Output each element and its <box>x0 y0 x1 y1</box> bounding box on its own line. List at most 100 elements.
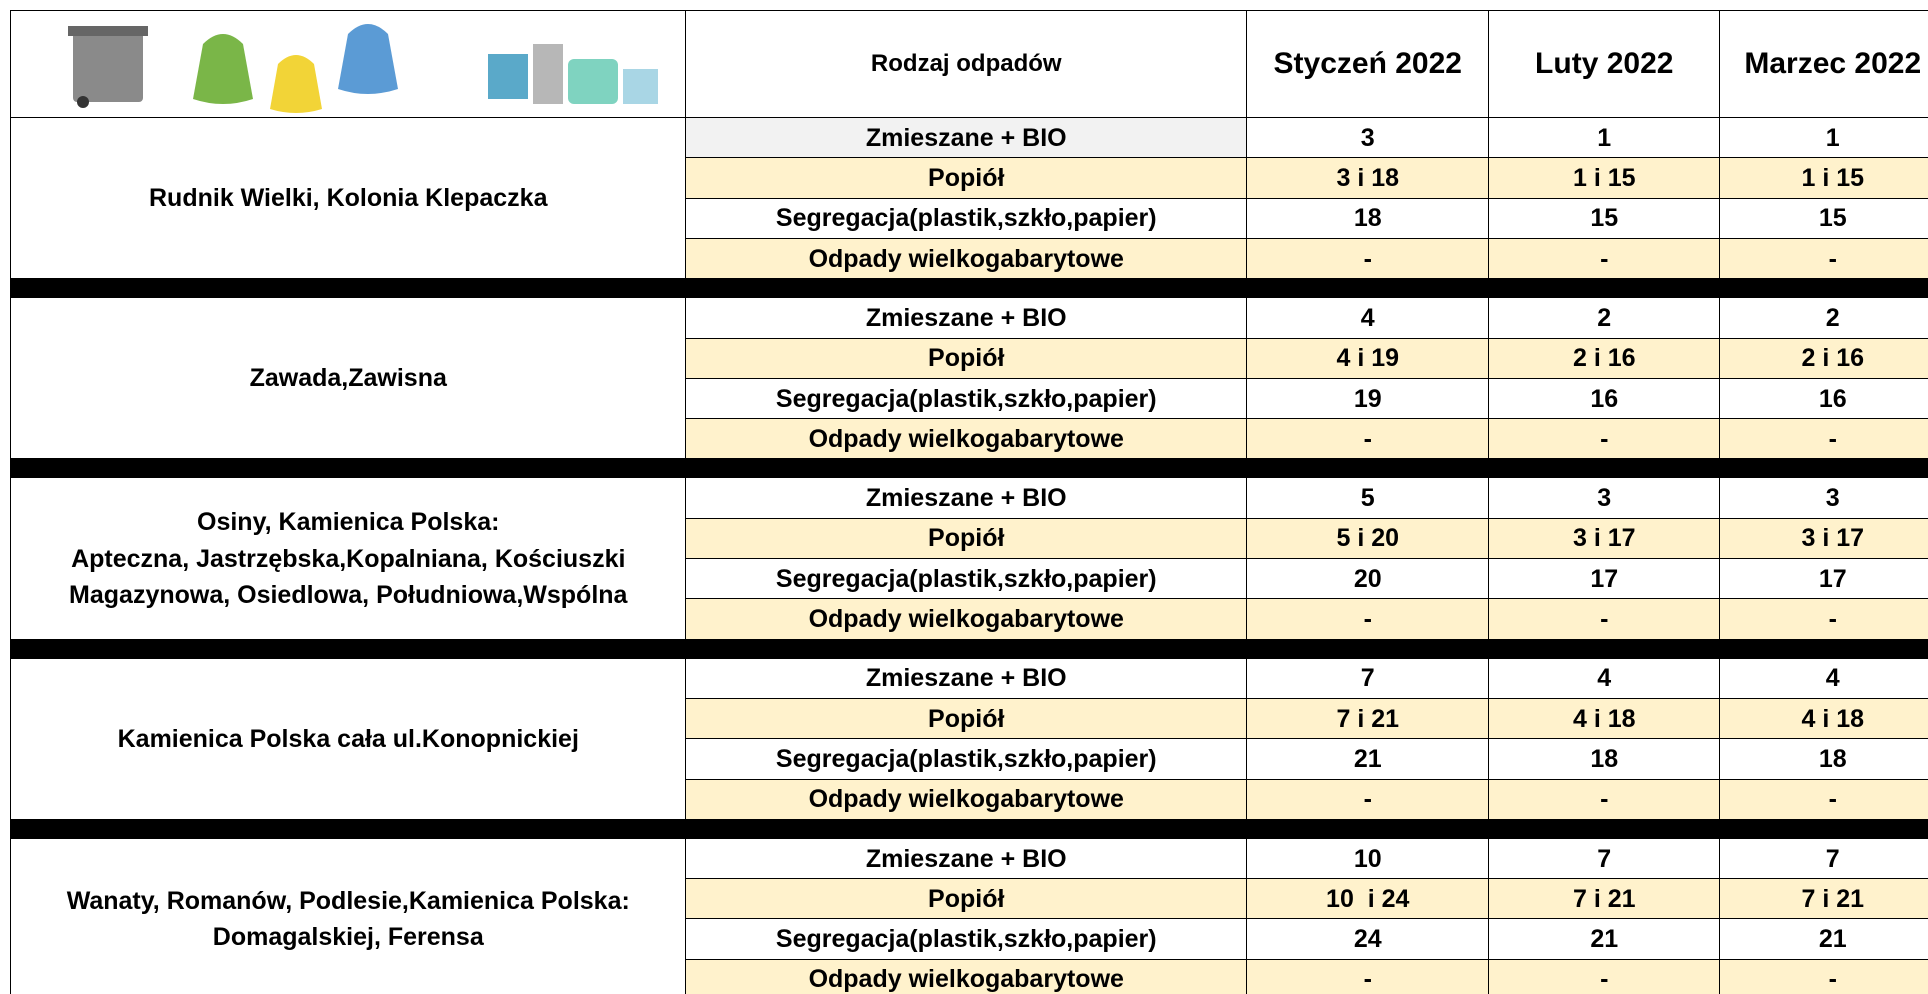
date-cell: 4 i 18 <box>1488 698 1721 740</box>
date-cell: - <box>1719 238 1928 280</box>
page: Rodzaj odpadówStyczeń 2022Luty 2022 Marze… <box>0 0 1928 994</box>
cell-text: Domagalskiej, Ferensa <box>213 919 484 955</box>
cell-text: Marzec 2022 <box>1744 42 1921 86</box>
cell-text: 17 <box>1590 561 1618 597</box>
date-cell: 10 <box>1246 838 1490 880</box>
header-cell: Styczeń 2022 <box>1246 10 1490 118</box>
date-cell: 1 i 15 <box>1719 157 1928 199</box>
cell-text: Popiół <box>928 881 1004 917</box>
date-cell: 21 <box>1488 918 1721 960</box>
cell-text: 21 <box>1819 921 1847 957</box>
cell-text: Zmieszane + BIO <box>866 841 1067 877</box>
header-cell: Rodzaj odpadów <box>685 10 1248 118</box>
cell-text: 15 <box>1819 200 1847 236</box>
cell-text: - <box>1364 241 1372 277</box>
date-cell: - <box>1246 598 1490 640</box>
cell-text: Odpady wielkogabarytowe <box>809 601 1124 637</box>
date-cell: 16 <box>1488 378 1721 420</box>
cell-text: - <box>1364 601 1372 637</box>
cell-text: Zmieszane + BIO <box>866 120 1067 156</box>
cell-text: - <box>1600 601 1608 637</box>
cell-text: Zmieszane + BIO <box>866 300 1067 336</box>
waste-type-cell: Segregacja(plastik,szkło,papier) <box>685 738 1248 780</box>
date-cell: 7 <box>1719 838 1928 880</box>
cell-text: 16 <box>1590 381 1618 417</box>
date-cell: 7 i 21 <box>1246 698 1490 740</box>
date-cell: 20 <box>1246 558 1490 600</box>
cell-text: - <box>1600 781 1608 817</box>
waste-type-cell: Zmieszane + BIO <box>685 297 1248 339</box>
date-cell: - <box>1246 959 1490 994</box>
date-cell: - <box>1246 418 1490 460</box>
cell-text: 4 i 18 <box>1573 701 1636 737</box>
location-cell: Osiny, Kamienica Polska:Apteczna, Jastrz… <box>10 477 687 640</box>
date-cell: - <box>1246 779 1490 821</box>
date-cell: 17 <box>1719 558 1928 600</box>
date-cell: 19 <box>1246 378 1490 420</box>
cell-text: 7 i 21 <box>1336 701 1399 737</box>
cell-text: Segregacja(plastik,szkło,papier) <box>776 381 1157 417</box>
date-cell: 21 <box>1246 738 1490 780</box>
date-cell: 7 i 21 <box>1719 878 1928 920</box>
date-cell: 24 <box>1246 918 1490 960</box>
cell-text: 4 <box>1826 660 1840 696</box>
date-cell: 18 <box>1246 198 1490 240</box>
date-cell: 2 i 16 <box>1719 338 1928 380</box>
cell-text: 19 <box>1354 381 1382 417</box>
cell-text: Zmieszane + BIO <box>866 660 1067 696</box>
date-cell: 3 i 17 <box>1719 518 1928 560</box>
cell-text: 21 <box>1354 741 1382 777</box>
date-cell: 4 <box>1719 658 1928 700</box>
date-cell: 18 <box>1488 738 1721 780</box>
date-cell: 16 <box>1719 378 1928 420</box>
cell-text: Zawada,Zawisna <box>250 360 447 396</box>
cell-text: 16 <box>1819 381 1847 417</box>
cell-text: 1 <box>1826 120 1840 156</box>
cell-text: 7 i 21 <box>1573 881 1636 917</box>
date-cell: 17 <box>1488 558 1721 600</box>
waste-type-cell: Popiół <box>685 878 1248 920</box>
cell-text: 4 <box>1361 300 1375 336</box>
location-cell: Rudnik Wielki, Kolonia Klepaczka <box>10 117 687 280</box>
cell-text: - <box>1829 961 1837 994</box>
waste-type-cell: Segregacja(plastik,szkło,papier) <box>685 378 1248 420</box>
date-cell: - <box>1488 959 1721 994</box>
header-cell: Luty 2022 <box>1488 10 1721 118</box>
cell-text: 5 <box>1361 480 1375 516</box>
cell-text: 7 <box>1826 841 1840 877</box>
date-cell: 5 i 20 <box>1246 518 1490 560</box>
date-cell: 4 <box>1488 658 1721 700</box>
date-cell: 10 i 24 <box>1246 878 1490 920</box>
cell-text: 18 <box>1819 741 1847 777</box>
date-cell: 3 <box>1719 477 1928 519</box>
cell-text: Popiół <box>928 160 1004 196</box>
date-cell: 2 i 16 <box>1488 338 1721 380</box>
cell-text: - <box>1364 421 1372 457</box>
cell-text: Popiół <box>928 701 1004 737</box>
cell-text: Segregacja(plastik,szkło,papier) <box>776 200 1157 236</box>
location-cell: Kamienica Polska cała ul.Konopnickiej <box>10 658 687 821</box>
cell-text: Osiny, Kamienica Polska: <box>197 504 499 540</box>
date-cell: 7 i 21 <box>1488 878 1721 920</box>
cell-text: 24 <box>1354 921 1382 957</box>
cell-text: 10 i 24 <box>1326 881 1409 917</box>
cell-text: 3 <box>1361 120 1375 156</box>
waste-type-cell: Segregacja(plastik,szkło,papier) <box>685 198 1248 240</box>
cell-text: 7 <box>1597 841 1611 877</box>
waste-type-cell: Odpady wielkogabarytowe <box>685 959 1248 994</box>
waste-type-cell: Zmieszane + BIO <box>685 658 1248 700</box>
date-cell: 4 i 18 <box>1719 698 1928 740</box>
cell-text: 3 i 17 <box>1573 520 1636 556</box>
cell-text: Wanaty, Romanów, Podlesie,Kamienica Pols… <box>67 883 630 919</box>
group-separator <box>10 458 1928 477</box>
cell-text: Odpady wielkogabarytowe <box>809 421 1124 457</box>
date-cell: 7 <box>1246 658 1490 700</box>
date-cell: 15 <box>1488 198 1721 240</box>
group-separator <box>10 278 1928 297</box>
waste-type-cell: Popiół <box>685 518 1248 560</box>
waste-type-cell: Popiół <box>685 338 1248 380</box>
waste-type-cell: Odpady wielkogabarytowe <box>685 238 1248 280</box>
cell-text: 17 <box>1819 561 1847 597</box>
cell-text: Popiół <box>928 340 1004 376</box>
cell-text: 5 i 20 <box>1336 520 1399 556</box>
